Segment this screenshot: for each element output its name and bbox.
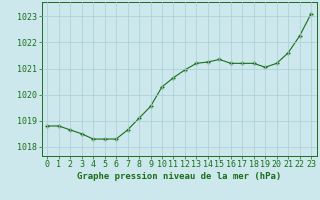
X-axis label: Graphe pression niveau de la mer (hPa): Graphe pression niveau de la mer (hPa) [77, 172, 281, 181]
